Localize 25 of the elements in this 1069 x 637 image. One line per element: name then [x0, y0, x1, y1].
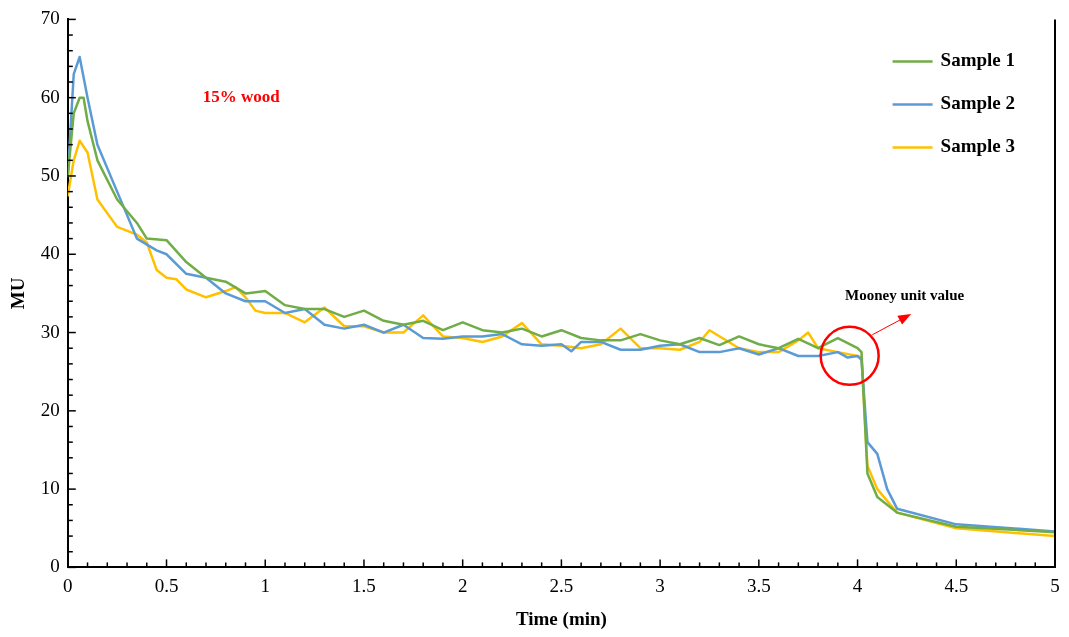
x-axis-title: Time (min): [515, 607, 607, 630]
y-tick-label: 70: [40, 7, 60, 29]
y-tick-label: 20: [40, 398, 60, 420]
y-tick-label: 0: [50, 555, 60, 577]
x-tick-label: 2.5: [549, 574, 574, 596]
y-tick-label: 40: [40, 242, 60, 264]
x-tick-label: 3.5: [746, 574, 771, 596]
y-tick-label: 10: [40, 477, 60, 499]
y-tick-label: 30: [40, 320, 60, 342]
y-axis-title: MU: [7, 277, 29, 310]
y-tick-label: 50: [40, 163, 60, 185]
y-tick-label: 60: [40, 85, 60, 107]
x-tick-label: 0.5: [154, 574, 179, 596]
legend-label: Sample 1: [940, 49, 1016, 71]
legend-label: Sample 3: [940, 135, 1016, 157]
x-tick-label: 1: [260, 574, 270, 596]
x-tick-label: 4.5: [944, 574, 969, 596]
legend-label: Sample 2: [940, 92, 1016, 114]
annotation: Mooney unit value: [845, 286, 965, 303]
x-tick-label: 5: [1050, 574, 1060, 596]
x-tick-label: 3: [655, 574, 665, 596]
x-tick-label: 4: [852, 574, 863, 596]
annotation: 15% wood: [202, 86, 281, 106]
x-tick-label: 2: [457, 574, 468, 596]
x-tick-label: 1.5: [352, 574, 376, 596]
